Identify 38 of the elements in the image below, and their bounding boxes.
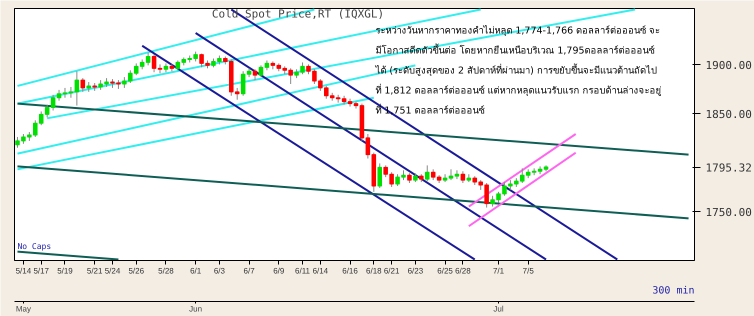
x-tick-label: 6/25: [437, 266, 454, 276]
candlestick: [86, 82, 92, 92]
x-tick-label: 5/24: [104, 266, 121, 276]
x-tick-label: 5/19: [57, 266, 74, 276]
x-tick-label: 6/18: [366, 266, 382, 276]
candlestick: [252, 68, 258, 81]
candlestick: [80, 78, 86, 92]
x-tick-label: 6/14: [312, 266, 329, 276]
x-tick-label: 7/1: [492, 266, 505, 276]
y-tick-label: 1750.00: [706, 206, 752, 219]
annotation: No Caps: [17, 242, 52, 251]
y-tick-label: 1850.00: [706, 108, 752, 121]
x-tick-label: 5/26: [128, 266, 145, 276]
x-tick-label: 6/28: [455, 266, 472, 276]
candlestick: [424, 164, 430, 182]
x-tick-label: 6/11: [295, 266, 311, 276]
text: Jun: [189, 304, 202, 314]
annotation: ที่ 1,812 ดอลลาร์ต่อออนซ์ แต่หากหลุดแนวรับแรก กรอบด้านล่างจะอยู่: [375, 84, 662, 97]
x-tick-label: 6/23: [408, 266, 424, 276]
candlestick: [377, 162, 382, 188]
x-tick-label: 5/21: [86, 266, 104, 276]
y-tick-label: 1900.00: [706, 58, 752, 72]
y-tick-label: 1795.32: [706, 162, 752, 175]
text: 300 min: [652, 286, 695, 296]
x-tick-label: 6/21: [384, 266, 400, 276]
x-tick-label: 5/17: [33, 266, 50, 276]
x-tick-label: 6/16: [342, 266, 358, 276]
candlestick: [460, 170, 466, 184]
x-tick-label: 5/28: [158, 266, 174, 276]
candlestick: [407, 172, 412, 184]
x-tick-label: 7/5: [522, 266, 534, 276]
x-tick-label: 6/3: [214, 266, 226, 276]
text: May: [16, 304, 31, 314]
x-tick-label: 6/7: [244, 266, 256, 276]
text: Jul: [493, 304, 504, 314]
x-tick-label: 6/9: [273, 266, 285, 276]
x-tick-label: 6/1: [190, 266, 202, 276]
x-tick-label: 5/14: [16, 266, 32, 276]
